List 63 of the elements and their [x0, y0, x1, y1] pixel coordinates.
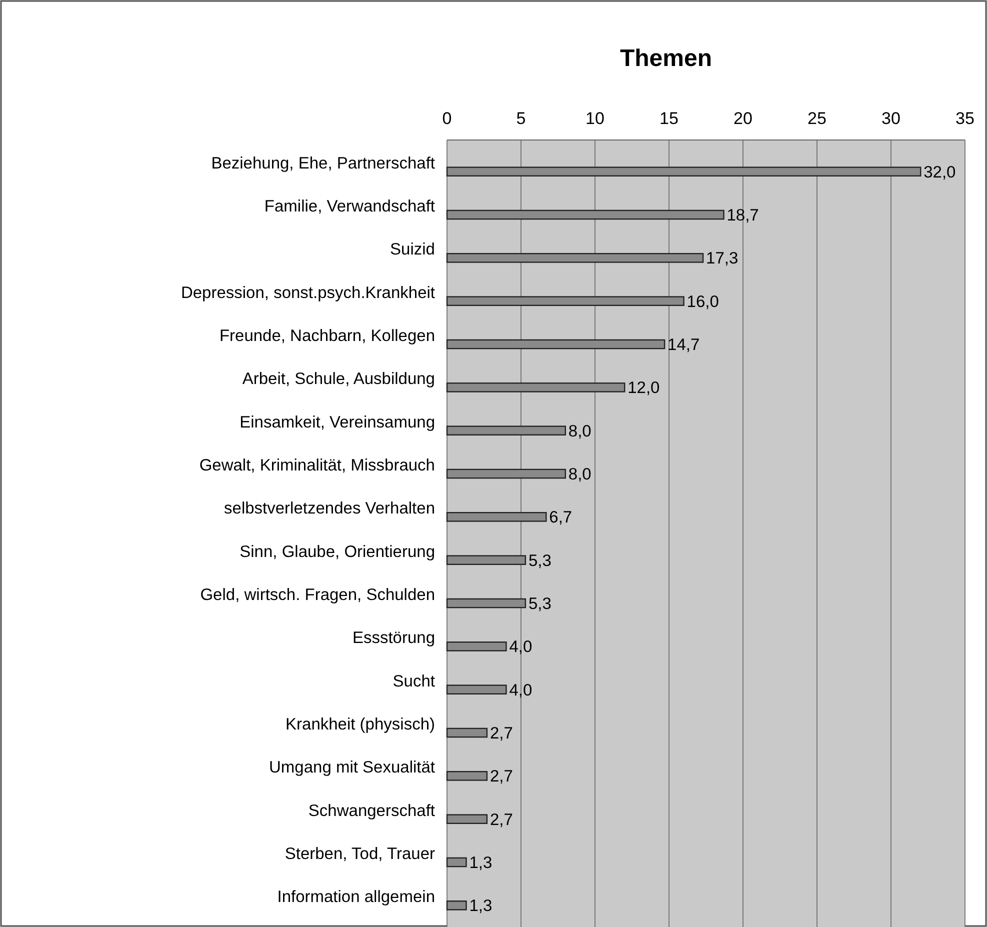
y-tick-label: Geld, wirtsch. Fragen, Schulden	[200, 586, 435, 604]
data-label: 5,3	[528, 552, 552, 570]
data-label: 17,3	[706, 250, 738, 268]
data-label: 2,7	[490, 810, 513, 829]
x-tick-label: 35	[956, 109, 974, 128]
data-label: 12,0	[628, 379, 660, 398]
bar	[446, 512, 547, 522]
y-tick-label: Essstörung	[352, 629, 435, 648]
bar	[446, 166, 922, 176]
bar	[446, 555, 526, 565]
bar	[446, 857, 467, 868]
bar	[446, 296, 684, 306]
y-tick-label: Gewalt, Kriminalität, Missbrauch	[199, 456, 435, 474]
bar	[446, 339, 666, 350]
data-label: 4,0	[509, 638, 532, 656]
y-tick-label: Krankheit (physisch)	[286, 715, 435, 734]
y-tick-label: Suizid	[390, 240, 435, 259]
x-tick-label: 25	[808, 109, 826, 128]
y-tick-label: Freunde, Nachbarn, Kollegen	[219, 326, 435, 345]
bar	[446, 426, 566, 436]
x-tick-label: 20	[734, 109, 752, 128]
data-label: 2,7	[490, 768, 513, 786]
y-tick-label: Sucht	[392, 672, 436, 690]
data-label: 1,3	[469, 897, 492, 916]
y-tick-label: Beziehung, Ehe, Partnerschaft	[211, 154, 436, 172]
y-tick-label: Sinn, Glaube, Orientierung	[240, 542, 435, 561]
data-label: 8,0	[568, 466, 592, 484]
bar	[446, 468, 566, 479]
bar	[446, 771, 488, 781]
y-tick-label: Umgang mit Sexualität	[269, 758, 436, 777]
data-label: 8,0	[568, 422, 592, 440]
x-tick-label: 10	[586, 109, 604, 128]
bar	[446, 382, 626, 392]
y-tick-label: Information allgemein	[277, 888, 435, 906]
data-label: 18,7	[726, 206, 759, 225]
bar	[446, 253, 704, 263]
y-tick-label: Familie, Verwandschaft	[264, 197, 436, 216]
data-label: 1,3	[469, 854, 492, 872]
y-tick-label: Sterben, Tod, Trauer	[284, 844, 436, 863]
y-tick-label: Arbeit, Schule, Ausbildung	[242, 370, 435, 388]
x-tick-label: 5	[516, 109, 526, 128]
x-tick-label: 15	[660, 109, 678, 128]
chart-title: Themen	[620, 45, 712, 72]
bar	[446, 684, 507, 694]
data-label: 14,7	[668, 336, 700, 354]
bar	[446, 814, 488, 824]
bar	[446, 598, 526, 608]
bar	[446, 210, 724, 220]
data-label: 5,3	[528, 595, 552, 614]
data-label: 16,0	[686, 292, 719, 311]
bar	[446, 728, 488, 738]
y-tick-label: selbstverletzendes Verhalten	[224, 500, 435, 518]
bar	[446, 900, 467, 910]
bar	[446, 642, 507, 652]
y-tick-label: Einsamkeit, Vereinsamung	[240, 413, 435, 432]
data-label: 4,0	[509, 681, 532, 700]
data-label: 32,0	[924, 163, 956, 182]
y-tick-label: Depression, sonst.psych.Krankheit	[180, 284, 436, 302]
x-tick-label: 0	[442, 109, 452, 128]
data-label: 2,7	[490, 724, 513, 743]
x-tick-label: 30	[882, 109, 900, 128]
y-tick-label: Schwangerschaft	[308, 802, 436, 820]
data-label: 6,7	[549, 508, 572, 527]
